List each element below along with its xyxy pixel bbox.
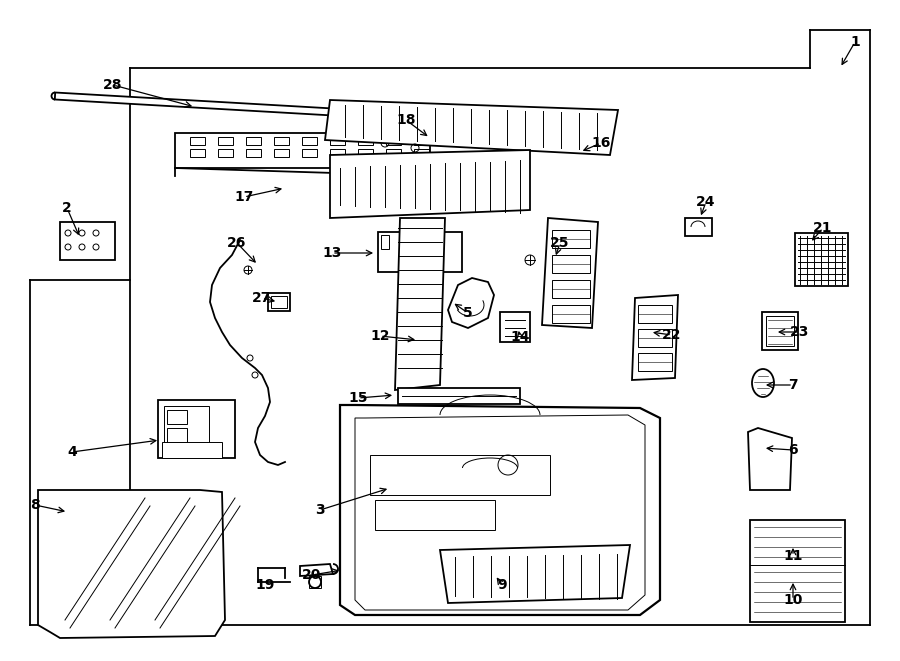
Text: 24: 24 (697, 195, 716, 209)
Bar (158, 400, 235, 458)
Ellipse shape (392, 244, 447, 260)
Text: 27: 27 (252, 291, 272, 305)
Ellipse shape (752, 369, 774, 397)
Bar (60, 222, 115, 260)
Text: 21: 21 (814, 221, 832, 235)
Polygon shape (300, 564, 333, 576)
Bar (552, 230, 590, 248)
Bar (190, 149, 205, 157)
Polygon shape (440, 545, 630, 603)
Text: 25: 25 (550, 236, 570, 250)
Text: 19: 19 (256, 578, 274, 592)
Bar (167, 410, 187, 424)
Ellipse shape (408, 174, 463, 196)
Bar (274, 137, 289, 145)
Polygon shape (748, 428, 792, 490)
Text: 13: 13 (322, 246, 342, 260)
Bar (766, 316, 794, 346)
Text: 8: 8 (30, 498, 40, 512)
Polygon shape (750, 520, 845, 622)
Bar (246, 137, 261, 145)
Bar (685, 218, 712, 236)
Text: 1: 1 (850, 35, 860, 49)
Bar (552, 305, 590, 323)
Bar (274, 149, 289, 157)
Text: 5: 5 (464, 306, 472, 320)
Bar (302, 137, 317, 145)
Bar (302, 149, 317, 157)
Bar (190, 137, 205, 145)
Text: 10: 10 (783, 593, 803, 607)
Text: 15: 15 (348, 391, 368, 405)
Text: 6: 6 (788, 443, 797, 457)
Bar (386, 137, 401, 145)
Text: 4: 4 (68, 445, 76, 459)
Polygon shape (448, 278, 494, 328)
Bar (271, 296, 287, 308)
Text: 16: 16 (591, 136, 611, 150)
Text: 17: 17 (234, 190, 254, 204)
Polygon shape (38, 490, 225, 638)
Text: 22: 22 (662, 328, 682, 342)
Polygon shape (395, 218, 445, 390)
Text: 2: 2 (62, 201, 72, 215)
Bar (370, 455, 550, 495)
Text: 20: 20 (302, 568, 321, 582)
Text: 11: 11 (783, 549, 803, 563)
Polygon shape (55, 93, 420, 120)
Bar (638, 329, 672, 347)
Bar (268, 293, 290, 311)
Bar (414, 149, 429, 157)
Bar (309, 576, 321, 588)
Text: 9: 9 (497, 578, 507, 592)
Polygon shape (330, 150, 530, 218)
Bar (500, 312, 530, 342)
Text: 14: 14 (510, 330, 530, 344)
Bar (762, 312, 798, 350)
Bar (330, 137, 345, 145)
Bar (638, 305, 672, 323)
Bar (218, 149, 233, 157)
Text: 7: 7 (788, 378, 797, 392)
Bar (167, 428, 187, 442)
Text: 23: 23 (790, 325, 810, 339)
Bar (175, 133, 430, 168)
Polygon shape (632, 295, 678, 380)
Bar (375, 500, 495, 530)
Bar (378, 232, 462, 272)
Bar (246, 149, 261, 157)
Bar (381, 235, 389, 249)
Text: 28: 28 (104, 78, 122, 92)
Text: 12: 12 (370, 329, 390, 343)
Bar (398, 388, 520, 404)
Polygon shape (325, 100, 618, 155)
Bar (638, 353, 672, 371)
Bar (386, 149, 401, 157)
Circle shape (309, 576, 321, 588)
Bar (218, 137, 233, 145)
Bar (162, 442, 222, 458)
Bar (358, 149, 373, 157)
Text: 3: 3 (315, 503, 325, 517)
Bar (358, 137, 373, 145)
Bar (330, 149, 345, 157)
Bar (414, 137, 429, 145)
Text: 18: 18 (396, 113, 416, 127)
Bar (552, 255, 590, 273)
Polygon shape (542, 218, 598, 328)
Bar (164, 406, 209, 444)
Bar (552, 280, 590, 298)
Text: 26: 26 (228, 236, 247, 250)
Bar (795, 233, 848, 286)
Polygon shape (340, 405, 660, 615)
